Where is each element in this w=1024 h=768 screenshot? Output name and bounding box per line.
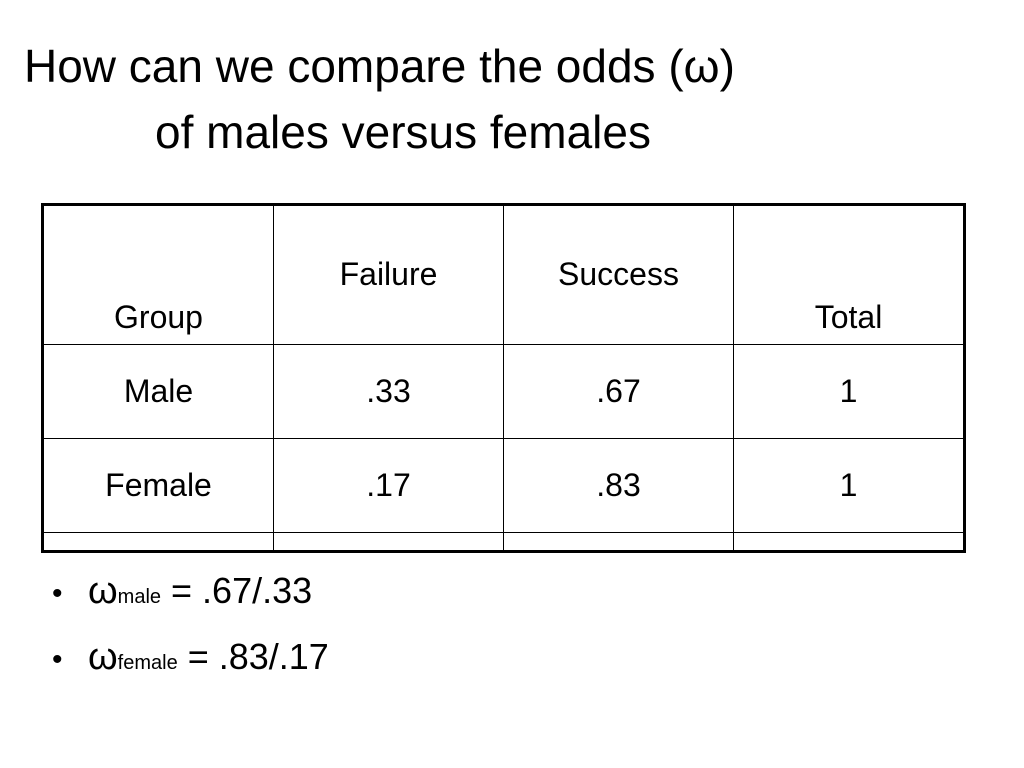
- bullet-list: • ωmale = .67/.33 • ωfemale = .83/.17: [52, 568, 329, 700]
- table-cell-empty: [733, 532, 964, 551]
- bullet-item-female-odds: • ωfemale = .83/.17: [52, 634, 329, 700]
- table-cell: .17: [273, 438, 504, 533]
- data-table: Group Failure Success Total Male .33 .67…: [43, 205, 964, 551]
- odds-table: Group Failure Success Total Male .33 .67…: [41, 203, 966, 553]
- bullet-dot-icon: •: [52, 577, 63, 610]
- header-label: Total: [814, 299, 883, 335]
- table-cell: 1: [733, 438, 964, 533]
- table-cell: 1: [733, 344, 964, 439]
- slide-title-line-1: How can we compare the odds (ω): [24, 40, 735, 92]
- omega-symbol: ω: [88, 570, 118, 612]
- header-cell-total: Total: [733, 205, 964, 345]
- header-cell-failure: Failure: [273, 205, 504, 345]
- table-cell-empty: [273, 532, 504, 551]
- odds-expression: = .83/.17: [177, 636, 329, 677]
- header-cell-group: Group: [43, 205, 274, 345]
- table-cell: .67: [503, 344, 734, 439]
- header-label: Group: [114, 299, 203, 335]
- table-cell-empty: [503, 532, 734, 551]
- table-cell: .33: [273, 344, 504, 439]
- omega-subscript: female: [117, 652, 178, 674]
- omega-subscript: male: [117, 586, 162, 608]
- table-row: Female .17 .83 1: [43, 438, 964, 533]
- slide-title-line-2: of males versus females: [155, 106, 651, 158]
- header-label: Failure: [339, 256, 438, 292]
- table-header-row: Group Failure Success Total: [43, 205, 964, 345]
- omega-symbol: ω: [88, 636, 118, 678]
- bullet-item-male-odds: • ωmale = .67/.33: [52, 568, 329, 634]
- odds-expression: = .67/.33: [161, 570, 313, 611]
- table-cell-empty: [43, 532, 274, 551]
- table-cell: Male: [43, 344, 274, 439]
- table-cell: .83: [503, 438, 734, 533]
- header-cell-success: Success: [503, 205, 734, 345]
- table-cell: Female: [43, 438, 274, 533]
- table-empty-row: [43, 532, 964, 551]
- bullet-dot-icon: •: [52, 643, 63, 676]
- table-row: Male .33 .67 1: [43, 344, 964, 439]
- header-label: Success: [558, 256, 679, 292]
